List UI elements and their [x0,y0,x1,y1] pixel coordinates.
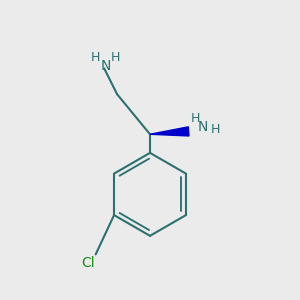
Text: H: H [111,50,120,64]
Text: Cl: Cl [82,256,95,270]
Text: N: N [198,120,208,134]
Polygon shape [150,127,189,136]
Text: H: H [91,50,100,64]
Text: H: H [211,124,220,136]
Text: N: N [100,58,111,73]
Text: H: H [191,112,200,125]
